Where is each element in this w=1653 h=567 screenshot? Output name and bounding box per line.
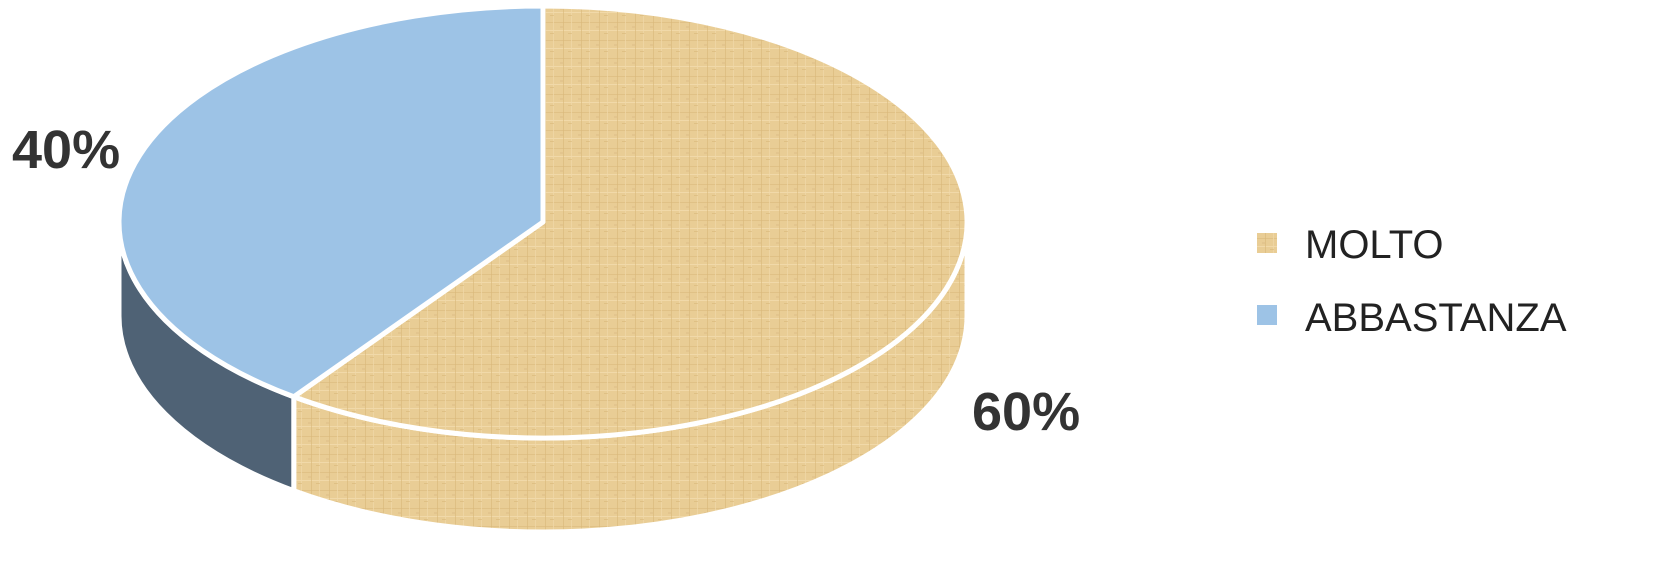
data-label-abbastanza: 40% — [12, 120, 120, 180]
pie-top-layer — [116, 3, 970, 441]
legend: MOLTO ABBASTANZA — [1257, 223, 1567, 340]
pie-slice-molto — [291, 3, 970, 441]
legend-label-molto: MOLTO — [1305, 223, 1444, 267]
pie-slice-abbastanza — [116, 3, 546, 400]
legend-swatch-abbastanza — [1257, 305, 1277, 325]
data-label-molto: 60% — [972, 382, 1080, 442]
pie-labels: 60% 40% — [12, 120, 1080, 442]
legend-item-molto: MOLTO — [1257, 223, 1444, 267]
legend-swatch-molto — [1257, 233, 1277, 253]
legend-item-abbastanza: ABBASTANZA — [1257, 296, 1567, 340]
legend-label-abbastanza: ABBASTANZA — [1305, 296, 1567, 340]
